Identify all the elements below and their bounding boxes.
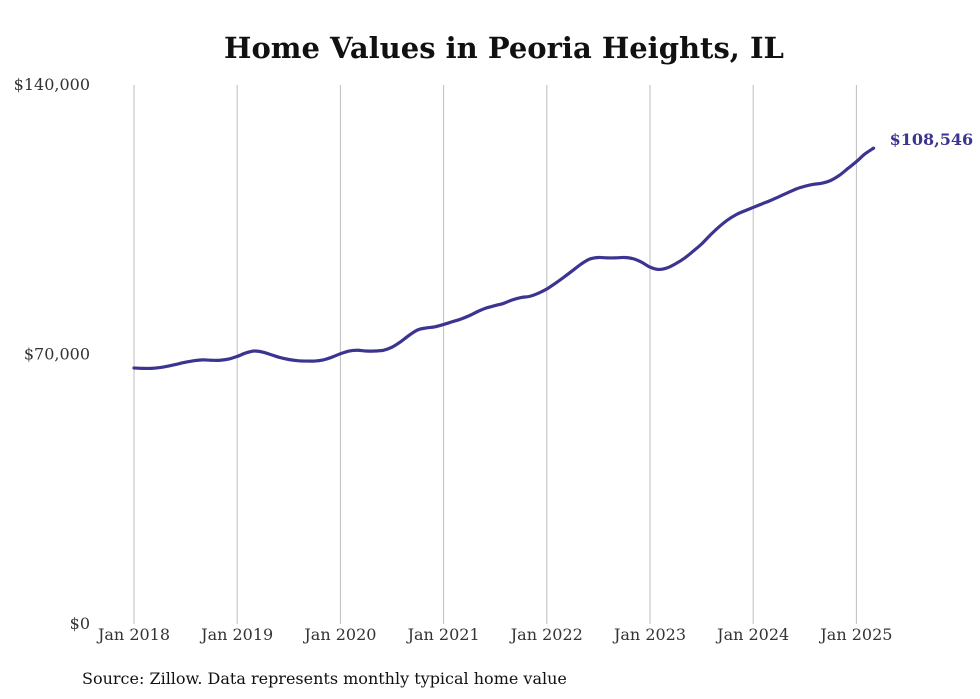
home-value-series-line	[132, 146, 876, 371]
x-tick-label: Jan 2020	[302, 625, 376, 644]
source-note: Source: Zillow. Data represents monthly …	[82, 669, 567, 688]
x-tick-label: Jan 2024	[715, 625, 789, 644]
x-tick-label: Jan 2022	[509, 625, 583, 644]
x-tick-label: Jan 2019	[199, 625, 273, 644]
chart-title: Home Values in Peoria Heights, IL	[224, 31, 784, 65]
y-tick-label: $140,000	[14, 75, 90, 94]
x-tick-label: Jan 2025	[818, 625, 892, 644]
latest-value-label: $108,546	[890, 130, 974, 149]
x-axis-tick-labels: Jan 2018 Jan 2019 Jan 2020 Jan 2021 Jan 2022…	[96, 625, 892, 644]
x-tick-label: Jan 2018	[96, 625, 170, 644]
y-tick-label: $70,000	[24, 345, 90, 364]
x-tick-label: Jan 2021	[406, 625, 480, 644]
x-tick-label: Jan 2023	[612, 625, 686, 644]
y-axis-tick-labels: $0 $70,000 $140,000	[14, 75, 90, 633]
y-tick-label: $0	[70, 614, 90, 633]
